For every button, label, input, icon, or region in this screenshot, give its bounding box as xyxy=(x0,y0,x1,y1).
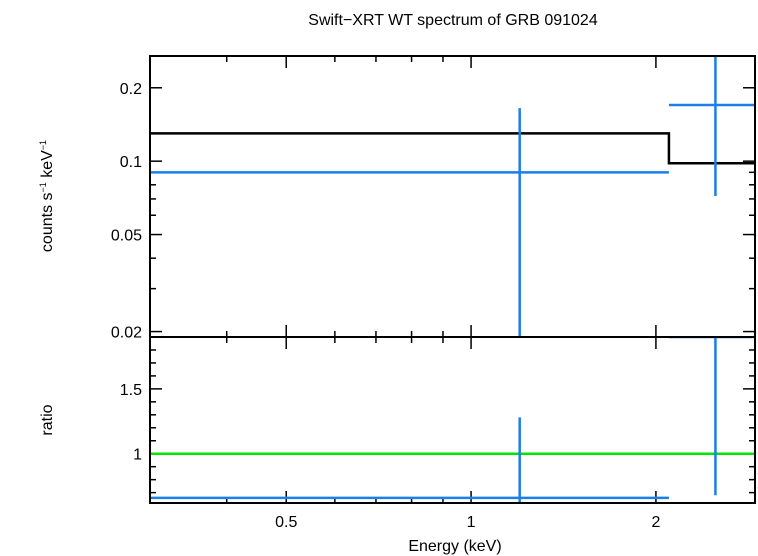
spectrum-y-axis-label: counts s−1 keV−1 xyxy=(38,140,56,252)
y-tick-label: 0.05 xyxy=(111,228,142,245)
x-tick-labels: 0.5 1 2 xyxy=(275,514,660,531)
ratio-frame xyxy=(149,336,756,504)
ratio-panel: 1 1.5 0.5 1 2 xyxy=(120,336,756,531)
chart-title: Swift−XRT WT spectrum of GRB 091024 xyxy=(308,12,598,29)
y-tick-label: 0.02 xyxy=(111,325,142,342)
x-tick-label: 1 xyxy=(467,514,476,531)
y-tick-label: 0.1 xyxy=(120,154,142,171)
data-point xyxy=(150,108,669,337)
x-tick-label: 0.5 xyxy=(275,514,297,531)
ratio-plot-area xyxy=(150,337,755,503)
model-step-line xyxy=(150,132,755,165)
y-tick-label: 0.2 xyxy=(120,81,142,98)
spectrum-panel: 0.02 0.05 0.1 0.2 xyxy=(111,55,756,342)
data-point xyxy=(150,417,669,503)
x-axis-label: Energy (keV) xyxy=(408,538,501,555)
data-point xyxy=(668,337,755,496)
spectrum-plot-area xyxy=(150,56,755,337)
spectrum-frame xyxy=(149,55,756,338)
y-tick-label: 1 xyxy=(133,447,142,464)
data-point xyxy=(668,56,755,196)
ratio-y-axis-label: ratio xyxy=(39,404,56,435)
x-tick-label: 2 xyxy=(651,514,660,531)
y-tick-label: 1.5 xyxy=(120,382,142,399)
